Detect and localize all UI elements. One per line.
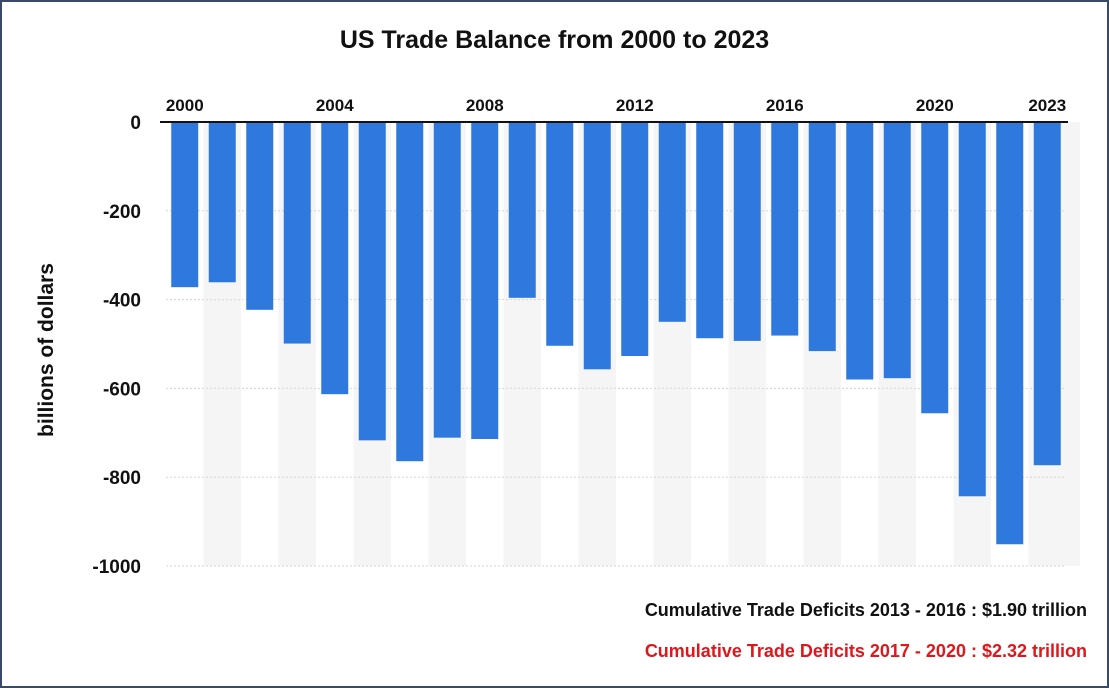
y-tick-label: 0 xyxy=(130,113,141,134)
bar-2021 xyxy=(958,122,986,497)
bar-2015 xyxy=(733,122,761,341)
bar-2007 xyxy=(433,122,461,438)
background-band xyxy=(1066,122,1080,566)
x-tick-label-2016: 2016 xyxy=(766,96,804,115)
bar-2011 xyxy=(583,122,611,370)
bar-2013 xyxy=(658,122,686,322)
bar-2008 xyxy=(471,122,499,440)
note-cumulative-2013-2016: Cumulative Trade Deficits 2013 - 2016 : … xyxy=(644,600,1087,620)
x-tick-label-2004: 2004 xyxy=(316,96,354,115)
bar-2016 xyxy=(771,122,799,336)
y-tick-label: -600 xyxy=(103,379,141,400)
y-tick-label: -400 xyxy=(103,291,141,312)
bar-2005 xyxy=(358,122,386,441)
bar-2009 xyxy=(508,122,536,298)
x-tick-label-2023: 2023 xyxy=(1028,96,1066,115)
note-cumulative-2017-2020: Cumulative Trade Deficits 2017 - 2020 : … xyxy=(644,641,1087,661)
bar-2006 xyxy=(396,122,424,462)
x-tick-label-2012: 2012 xyxy=(616,96,654,115)
chart-title: US Trade Balance from 2000 to 2023 xyxy=(339,26,770,54)
bar-2003 xyxy=(283,122,311,344)
bar-2001 xyxy=(208,122,236,283)
bar-2017 xyxy=(808,122,836,352)
bar-2018 xyxy=(846,122,874,380)
y-tick-label: -200 xyxy=(103,202,141,223)
bar-2020 xyxy=(921,122,949,414)
bar-2019 xyxy=(883,122,911,379)
bar-2023 xyxy=(1033,122,1061,466)
x-tick-label-2008: 2008 xyxy=(466,96,504,115)
bar-2000 xyxy=(171,122,199,288)
y-tick-label: -1000 xyxy=(92,557,141,578)
x-tick-label-2000: 2000 xyxy=(166,96,204,115)
bar-2022 xyxy=(996,122,1024,545)
bar-2014 xyxy=(696,122,724,339)
bar-2012 xyxy=(621,122,649,356)
y-tick-label: -800 xyxy=(103,468,141,489)
bar-2002 xyxy=(246,122,274,310)
x-tick-label-2020: 2020 xyxy=(916,96,954,115)
bar-2004 xyxy=(321,122,349,395)
bar-2010 xyxy=(546,122,574,346)
